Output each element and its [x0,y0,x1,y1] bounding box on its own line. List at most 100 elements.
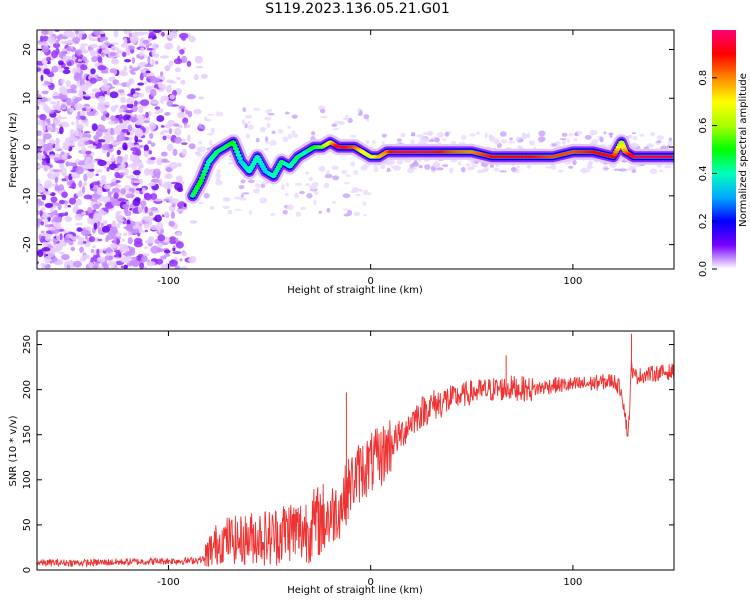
noise-blob [137,93,145,98]
ridge-point [270,174,277,178]
haze-blob [318,165,326,172]
noise-blob [142,40,150,44]
haze-blob [210,127,215,134]
haze-blob [234,208,242,211]
noise-blob [152,30,162,33]
haze-blob [350,161,356,167]
noise-blob [188,143,196,150]
noise-blob [164,249,171,254]
noise-blob [80,64,88,71]
noise-blob [182,117,189,124]
noise-blob [160,255,167,260]
noise-blob [66,51,70,55]
heatmap-y-ticks: -20 -10 0 10 20 [22,43,674,253]
noise-blob [39,113,47,121]
noise-blob [55,138,61,144]
haze-blob [198,140,203,145]
noise-blob [109,51,117,57]
noise-blob [52,169,62,172]
noise-blob [115,252,121,256]
noise-blob [83,254,90,260]
ridge-point [614,147,621,152]
noise-blob [180,80,186,85]
noise-blob [172,148,178,156]
noise-blob [99,208,104,217]
noise-blob [160,151,168,157]
noise-blob [132,180,142,184]
noise-blob [181,251,187,257]
noise-blob [160,95,170,102]
noise-blob [154,106,161,110]
noise-blob [150,193,158,200]
noise-blob [49,154,55,160]
haze-blob [499,170,508,173]
haze-blob [559,138,567,141]
noise-blob [110,157,118,161]
noise-blob [186,60,192,67]
noise-blob [148,110,152,116]
noise-blob [78,237,82,242]
noise-blob [92,203,100,210]
haze-blob [410,139,415,145]
noise-blob [81,185,86,194]
noise-blob [61,178,67,182]
noise-blob [62,69,71,75]
noise-blob [129,65,133,69]
noise-blob [119,107,124,113]
noise-blob [116,149,121,156]
noise-blob [128,32,132,38]
noise-blob [44,106,51,114]
noise-blob [134,129,144,138]
heatmap-frame [36,29,675,270]
noise-blob [168,259,178,267]
noise-blob [72,37,81,43]
noise-blob [181,142,188,146]
noise-blob [100,222,104,227]
haze-blob [359,188,363,192]
haze-blob [509,137,513,141]
snr-y-axis-label: SNR (10 * v/v) [8,415,19,486]
haze-blob [294,192,299,199]
noise-blob [131,57,135,64]
haze-blob [308,176,314,182]
y-tick-label: 150 [22,425,33,444]
noise-blob [175,175,183,182]
noise-blob [103,165,108,169]
haze-blob [240,194,244,198]
ridge-point [201,169,208,173]
noise-blob [200,126,206,130]
noise-blob [159,184,165,188]
haze-blob [436,167,444,171]
noise-blob [67,61,72,66]
haze-blob [286,204,294,211]
noise-blob [137,82,145,86]
noise-blob [117,198,126,202]
haze-blob [264,141,272,144]
snr-x-axis-label: Height of straight line (km) [287,585,423,596]
noise-blob [68,197,77,205]
noise-blob [128,78,135,85]
noise-blob [63,66,70,70]
noise-blob [143,144,149,153]
noise-blob [57,64,62,69]
haze-blob [381,133,387,138]
haze-blob [265,109,271,114]
haze-blob [592,139,599,142]
noise-blob [140,99,150,107]
noise-blob [134,88,141,91]
ridge-point [198,176,206,180]
noise-blob [46,124,53,132]
haze-blob [484,132,488,138]
noise-blob [165,166,173,173]
haze-blob [493,139,501,145]
noise-blob [85,105,92,113]
ridge-point [612,150,620,154]
haze-blob [407,167,414,174]
haze-blob [362,214,367,217]
noise-blob [100,71,109,74]
noise-blob [120,163,126,169]
haze-blob [576,130,583,135]
noise-blob [115,213,123,221]
noise-blob [111,201,117,206]
noise-blob [172,247,176,252]
